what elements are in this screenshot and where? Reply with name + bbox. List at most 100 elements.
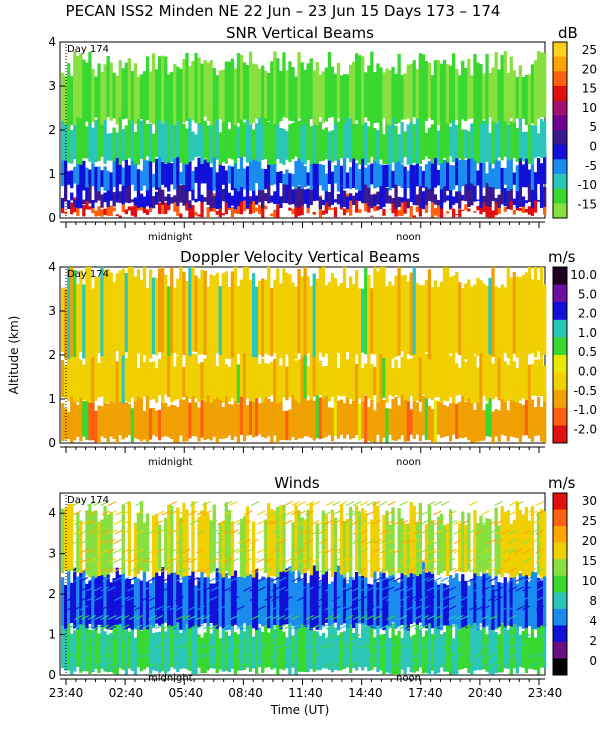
heatmap-cell	[449, 277, 452, 353]
heatmap-cell	[110, 63, 113, 121]
heatmap-cell	[279, 196, 282, 208]
heatmap-cell	[322, 267, 325, 357]
heatmap-cell	[516, 277, 519, 358]
midnight-label: midnight	[148, 232, 193, 243]
heatmap-cell	[482, 525, 485, 574]
heatmap-cell	[307, 401, 310, 437]
heatmap-cell	[485, 518, 488, 570]
heatmap-cell	[522, 275, 525, 356]
heatmap-cell	[352, 196, 355, 205]
heatmap-cell	[413, 60, 416, 117]
heatmap-cell	[504, 188, 507, 206]
heatmap-cell	[482, 74, 485, 120]
heatmap-cell	[297, 359, 300, 403]
heatmap-cell	[491, 267, 494, 357]
heatmap-cell	[422, 191, 425, 209]
heatmap-cell	[231, 59, 234, 121]
heatmap-cell	[422, 171, 425, 188]
heatmap-cell	[288, 124, 291, 162]
heatmap-cell	[210, 275, 213, 358]
heatmap-cell	[146, 288, 149, 355]
heatmap-cell	[394, 360, 397, 396]
heatmap-cell	[382, 73, 385, 119]
heatmap-cell	[373, 410, 376, 442]
heatmap-cell	[510, 399, 513, 436]
heatmap-cell	[243, 62, 246, 119]
heatmap-cell	[82, 200, 85, 205]
heatmap-cell	[467, 396, 470, 440]
heatmap-cell	[443, 160, 446, 186]
heatmap-cell	[164, 518, 167, 571]
heatmap-cell	[473, 211, 476, 212]
heatmap-cell	[428, 623, 431, 676]
heatmap-cell	[364, 364, 367, 395]
heatmap-cell	[197, 183, 200, 201]
heatmap-cell	[461, 391, 464, 438]
heatmap-cell	[228, 510, 231, 575]
heatmap-cell	[128, 206, 131, 210]
colorbar-label: 30	[582, 494, 597, 508]
heatmap-cell	[485, 286, 488, 353]
heatmap-cell	[182, 574, 185, 630]
heatmap-cell	[282, 269, 285, 359]
heatmap-cell	[97, 64, 100, 126]
heatmap-cell	[219, 523, 222, 573]
heatmap-cell	[398, 197, 401, 207]
heatmap-cell	[279, 505, 282, 572]
heatmap-cell	[361, 617, 364, 671]
heatmap-cell	[191, 267, 194, 352]
heatmap-cell	[446, 406, 449, 436]
heatmap-cell	[155, 368, 158, 403]
heatmap-cell	[216, 75, 219, 119]
heatmap-cell	[322, 394, 325, 439]
heatmap-cell	[401, 164, 404, 188]
heatmap-cell	[146, 353, 149, 396]
heatmap-cell	[355, 270, 358, 354]
heatmap-cell	[155, 632, 158, 671]
heatmap-cell	[158, 56, 161, 120]
heatmap-cell	[70, 583, 73, 623]
y-tick-label: 4	[48, 260, 56, 274]
heatmap-cell	[519, 573, 522, 626]
heatmap-cell	[276, 353, 279, 403]
heatmap-cell	[404, 275, 407, 359]
heatmap-cell	[485, 182, 488, 206]
heatmap-cell	[425, 133, 428, 157]
heatmap-cell	[464, 160, 467, 184]
heatmap-cell	[246, 267, 249, 353]
heatmap-cell	[155, 69, 158, 121]
heatmap-cell	[194, 53, 197, 123]
heatmap-cell	[373, 195, 376, 207]
time-tick-label: 23:40	[49, 686, 84, 700]
heatmap-cell	[519, 65, 522, 118]
noon-label: noon	[396, 673, 421, 684]
heatmap-cell	[119, 191, 122, 203]
heatmap-cell	[346, 113, 349, 159]
heatmap-cell	[267, 122, 270, 165]
heatmap-cell	[379, 353, 382, 400]
heatmap-cell	[367, 275, 370, 354]
heatmap-cell	[70, 202, 73, 214]
heatmap-cell	[467, 155, 470, 191]
heatmap-cell	[507, 189, 510, 209]
heatmap-cell	[537, 360, 540, 397]
heatmap-cell	[328, 52, 331, 118]
heatmap-cell	[398, 210, 401, 216]
heatmap-cell	[116, 568, 119, 625]
heatmap-cell	[310, 503, 313, 576]
heatmap-cell	[176, 356, 179, 399]
heatmap-cell	[346, 173, 349, 189]
heatmap-cell	[140, 393, 143, 441]
heatmap-cell	[349, 199, 352, 215]
heatmap-cell	[73, 270, 76, 357]
heatmap-cell	[146, 160, 149, 190]
heatmap-cell	[349, 65, 352, 119]
heatmap-cell	[479, 280, 482, 353]
heatmap-cell	[510, 352, 513, 399]
heatmap-cell	[507, 630, 510, 669]
heatmap-cell	[458, 209, 461, 217]
heatmap-cell	[85, 63, 88, 122]
heatmap-cell	[470, 629, 473, 675]
heatmap-cell	[485, 347, 488, 401]
heatmap-cell	[88, 397, 91, 441]
